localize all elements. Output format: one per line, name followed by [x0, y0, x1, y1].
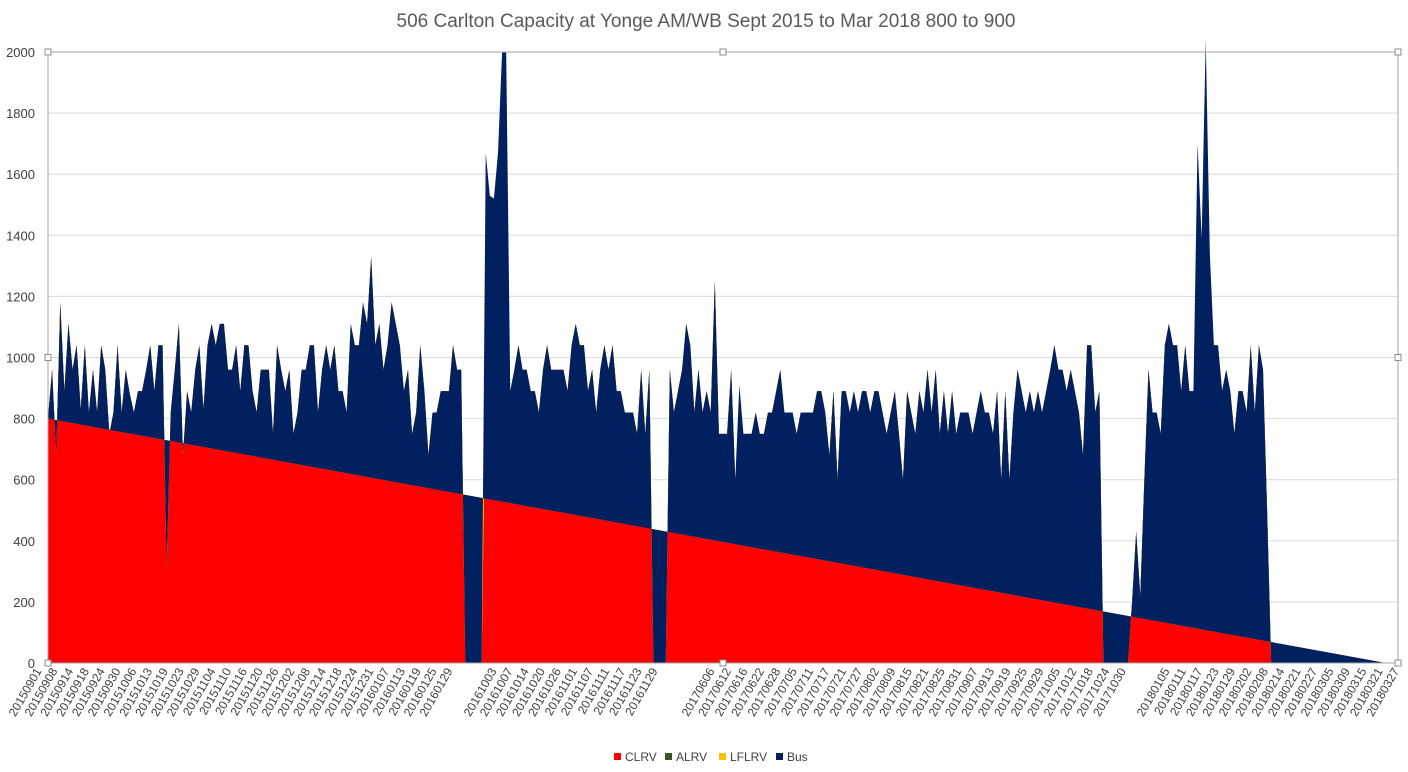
y-tick-label: 1200	[6, 289, 35, 304]
legend-label-alrv: ALRV	[676, 750, 707, 764]
legend-label-lflrv: LFLRV	[730, 750, 767, 764]
legend-swatch-alrv	[665, 753, 672, 760]
y-tick-label: 1800	[6, 106, 35, 121]
y-tick-label: 2000	[6, 45, 35, 60]
y-tick-label: 1000	[6, 351, 35, 366]
legend-swatch-bus	[776, 753, 783, 760]
y-tick-label: 1400	[6, 228, 35, 243]
plot-frame	[44, 48, 1402, 667]
y-tick-label: 800	[13, 412, 35, 427]
resize-handle	[719, 659, 727, 667]
y-tick-label: 400	[13, 534, 35, 549]
x-axis: 2015090120150908201509142015091820150924…	[6, 665, 1403, 719]
resize-handle	[719, 48, 727, 56]
legend-swatch-lflrv	[719, 753, 726, 760]
y-tick-label: 1600	[6, 167, 35, 182]
resize-handle	[44, 354, 52, 361]
resize-handle	[1394, 659, 1402, 667]
y-tick-label: 600	[13, 473, 35, 488]
legend: CLRV ALRV LFLRV Bus	[614, 750, 808, 764]
resize-handle	[1394, 48, 1402, 56]
plot-area	[48, 39, 1398, 663]
chart-title: 506 Carlton Capacity at Yonge AM/WB Sept…	[397, 11, 1016, 32]
series-area-bus	[48, 39, 1386, 663]
resize-handle	[44, 659, 52, 667]
y-tick-label: 200	[13, 595, 35, 610]
legend-label-clrv: CLRV	[625, 750, 657, 764]
y-tick-label: 0	[28, 656, 35, 671]
resize-handle	[44, 48, 52, 56]
legend-swatch-clrv	[614, 753, 621, 760]
legend-label-bus: Bus	[787, 750, 808, 764]
y-axis: 0 200 400 600 800 1000 1200 1400 1600 1800 2000	[6, 45, 35, 671]
resize-handle	[1394, 354, 1402, 361]
